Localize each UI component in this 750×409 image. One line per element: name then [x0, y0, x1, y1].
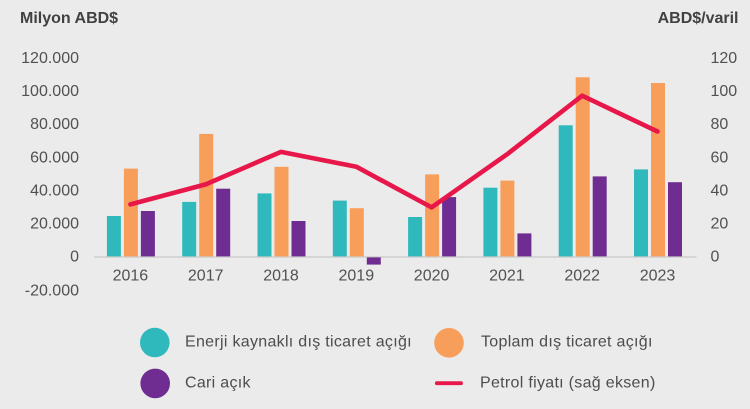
svg-text:20.000: 20.000 — [30, 216, 79, 233]
svg-text:100: 100 — [711, 83, 738, 100]
svg-text:60.000: 60.000 — [30, 149, 79, 166]
svg-text:Milyon ABD$: Milyon ABD$ — [20, 10, 118, 27]
svg-text:2018: 2018 — [263, 268, 299, 285]
svg-text:2016: 2016 — [113, 268, 149, 285]
svg-text:Petrol fiyatı (sağ eksen): Petrol fiyatı (sağ eksen) — [480, 375, 656, 392]
svg-text:0: 0 — [70, 249, 79, 266]
svg-text:Cari açık: Cari açık — [185, 375, 252, 392]
svg-text:ABD$/varil: ABD$/varil — [658, 10, 739, 27]
svg-text:40: 40 — [711, 182, 729, 199]
svg-text:Toplam dış ticaret açığı: Toplam dış ticaret açığı — [481, 334, 653, 351]
svg-text:60: 60 — [711, 149, 729, 166]
svg-text:Enerji kaynaklı dış ticaret aç: Enerji kaynaklı dış ticaret açığı — [185, 334, 412, 351]
svg-text:2021: 2021 — [489, 268, 525, 285]
svg-text:2019: 2019 — [339, 268, 375, 285]
svg-text:80: 80 — [711, 116, 729, 133]
svg-text:2023: 2023 — [640, 268, 676, 285]
svg-text:100.000: 100.000 — [21, 83, 79, 100]
svg-text:2020: 2020 — [414, 268, 450, 285]
svg-text:40.000: 40.000 — [30, 182, 79, 199]
svg-text:2017: 2017 — [188, 268, 224, 285]
svg-text:20: 20 — [711, 216, 729, 233]
svg-text:120: 120 — [711, 50, 738, 67]
svg-text:0: 0 — [711, 249, 720, 266]
svg-text:120.000: 120.000 — [21, 50, 79, 67]
svg-text:80.000: 80.000 — [30, 116, 79, 133]
svg-text:2022: 2022 — [564, 268, 600, 285]
svg-text:-20.000: -20.000 — [25, 283, 79, 300]
